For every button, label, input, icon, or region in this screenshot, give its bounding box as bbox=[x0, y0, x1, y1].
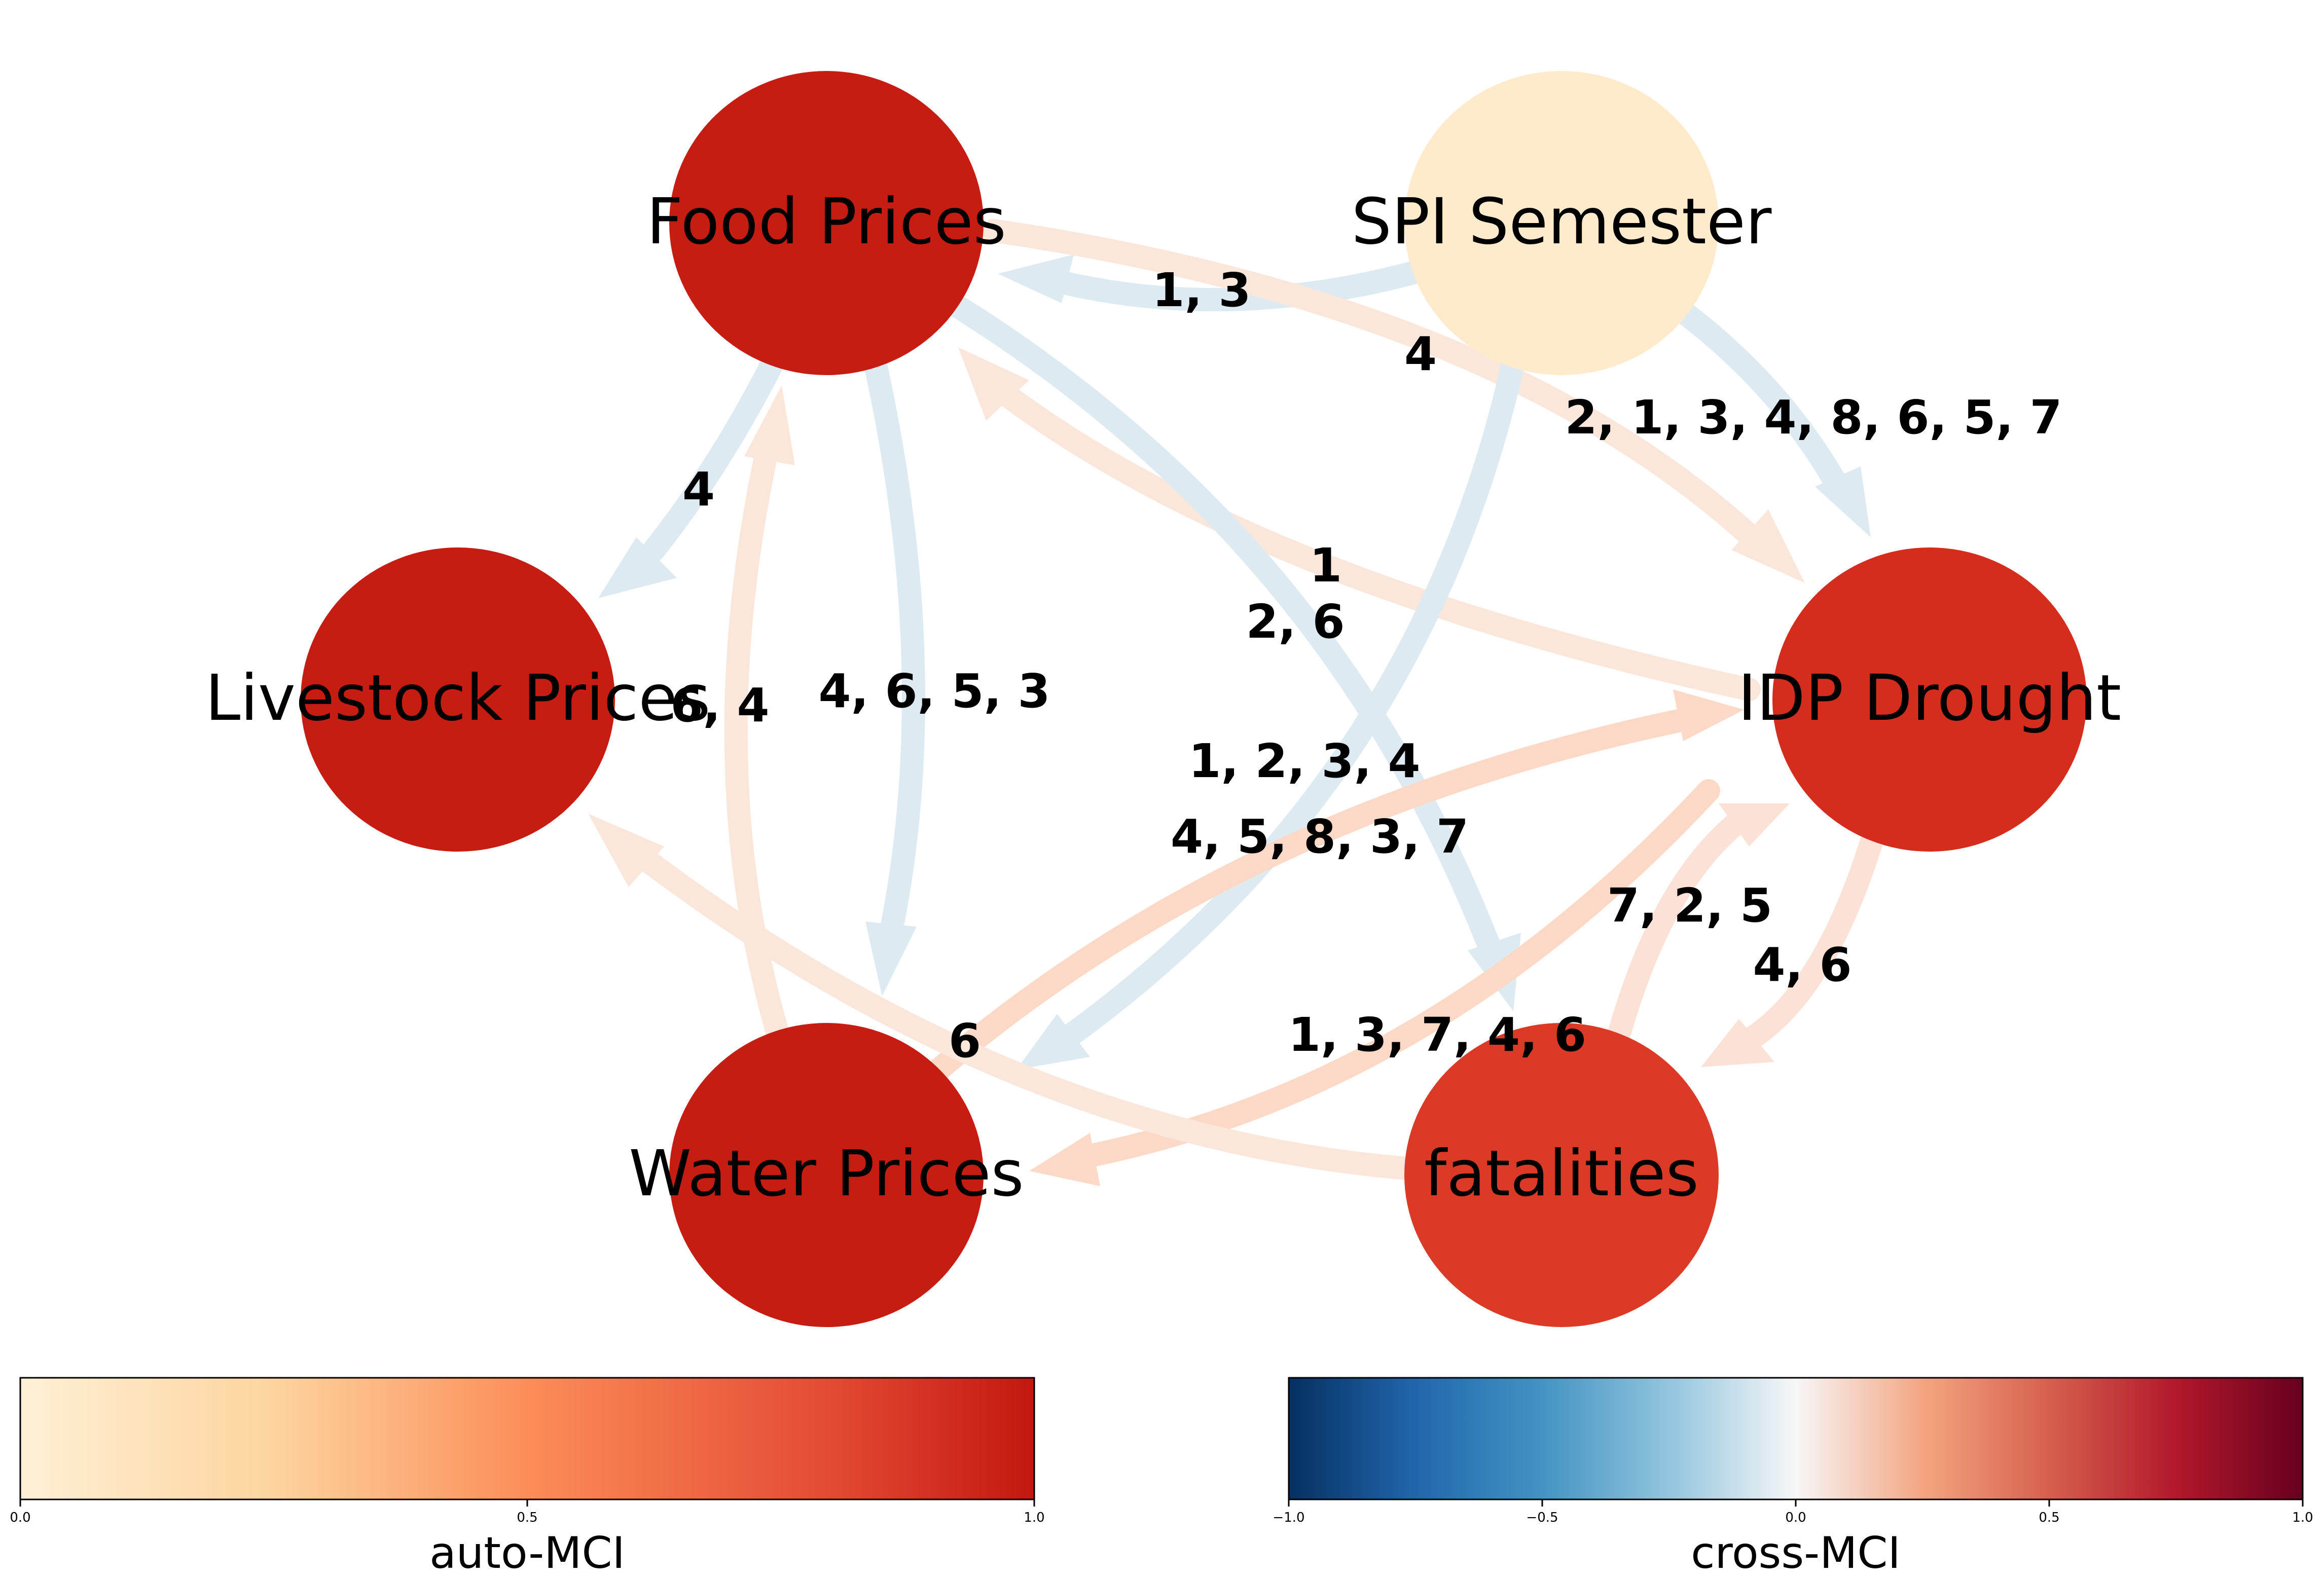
node-label: fatalities bbox=[1424, 1137, 1698, 1211]
edge-line bbox=[1061, 351, 1525, 1046]
edge-label-spi-water: 1, 2, 3, 4 bbox=[1189, 734, 1421, 788]
edge-label-spi-food: 1, 3 bbox=[1152, 263, 1251, 317]
edge-line bbox=[1742, 832, 1882, 1048]
node-idp-drought: IDP Drought bbox=[1738, 547, 2121, 852]
edge-label-spi-idp: 2, 1, 3, 4, 8, 6, 5, 7 bbox=[1565, 390, 2062, 445]
edge-water-to-idp bbox=[927, 689, 1744, 1081]
colorbar-cross-tick-label: 0.5 bbox=[2039, 1510, 2059, 1525]
node-label: Water Prices bbox=[629, 1137, 1024, 1211]
edge-food-to-idp bbox=[982, 219, 1805, 583]
edge-arrowhead bbox=[1719, 803, 1790, 847]
node-circle bbox=[301, 547, 615, 852]
node-circle bbox=[669, 1023, 984, 1327]
edge-fatalities-to-livestock bbox=[588, 814, 1419, 1180]
edge-label-fatalities-idp: 7, 2, 5 bbox=[1607, 878, 1772, 933]
edges bbox=[588, 219, 1882, 1186]
edge-arrowhead bbox=[744, 385, 795, 465]
edge-arrowhead bbox=[1815, 466, 1871, 537]
edge-label-water-food: 6, 4 bbox=[670, 678, 769, 732]
edge-label-idp-food: 1 bbox=[1310, 538, 1342, 593]
node-circle bbox=[1404, 71, 1719, 375]
node-label: IDP Drought bbox=[1738, 662, 2121, 735]
nodes: Food Prices SPI Semester Livestock Price… bbox=[205, 71, 2121, 1327]
edge-arrowhead bbox=[1731, 509, 1805, 583]
edge-line bbox=[637, 850, 1419, 1180]
edge-food-to-livestock bbox=[598, 353, 783, 598]
edge-labels: 1, 3 4 2, 1, 3, 4, 8, 6, 5, 7 4 1 2, 6 6… bbox=[670, 263, 2062, 1068]
colorbar-cross-tick-label: 1.0 bbox=[2292, 1510, 2313, 1525]
node-spi-semester: SPI Semester bbox=[1352, 71, 1772, 375]
edge-line bbox=[1608, 810, 1751, 1043]
edge-arrowhead bbox=[598, 537, 677, 598]
node-circle bbox=[669, 71, 984, 375]
edge-label-food-fatalities: 2, 6 bbox=[1246, 595, 1345, 649]
edge-line bbox=[944, 294, 1500, 955]
node-label: Livestock Prices bbox=[205, 662, 711, 735]
node-fatalities: fatalities bbox=[1404, 1023, 1719, 1327]
edge-line bbox=[982, 219, 1763, 549]
node-circle bbox=[1772, 547, 2087, 852]
edge-arrowhead bbox=[1673, 689, 1744, 741]
node-livestock-prices: Livestock Prices bbox=[205, 547, 711, 852]
edge-arrowhead bbox=[1016, 1014, 1090, 1070]
edge-label-food-water: 4, 6, 5, 3 bbox=[819, 664, 1050, 718]
colorbar-auto-bar bbox=[19, 1377, 1035, 1500]
node-label: Food Prices bbox=[646, 185, 1006, 259]
node-food-prices: Food Prices bbox=[646, 71, 1006, 375]
edge-arrowhead bbox=[1701, 1019, 1774, 1067]
edge-line bbox=[992, 381, 1761, 701]
edge-food-to-water bbox=[864, 353, 925, 996]
colorbar-cross-bar bbox=[1288, 1377, 2304, 1500]
colorbar-auto-mci: 0.0 0.5 1.0 auto-MCI bbox=[10, 1377, 1045, 1577]
edge-line bbox=[1032, 260, 1429, 312]
edge-arrowhead bbox=[998, 254, 1074, 303]
node-label: SPI Semester bbox=[1352, 185, 1772, 259]
edge-arrowhead bbox=[1029, 1133, 1100, 1186]
edge-spi-to-idp bbox=[1672, 300, 1871, 537]
edge-line bbox=[642, 353, 783, 562]
edge-idp-to-fatalities bbox=[1701, 832, 1882, 1067]
edge-arrowhead bbox=[588, 814, 664, 887]
colorbar-cross-tick-label: −0.5 bbox=[1526, 1510, 1558, 1525]
node-circle bbox=[1404, 1023, 1719, 1327]
colorbar-cross-tick-label: −1.0 bbox=[1273, 1510, 1304, 1525]
node-water-prices: Water Prices bbox=[629, 1023, 1024, 1327]
colorbar-auto-tick-label: 0.0 bbox=[10, 1510, 30, 1525]
colorbar-cross-title: cross-MCI bbox=[1691, 1528, 1901, 1577]
colorbar-cross-tick-label: 0.0 bbox=[1785, 1510, 1806, 1525]
colorbar-auto-title: auto-MCI bbox=[429, 1528, 625, 1577]
edge-label-fatalities-water: 1, 3, 7, 4, 6 bbox=[1288, 1008, 1586, 1062]
edge-arrowhead bbox=[958, 347, 1029, 421]
edge-line bbox=[1672, 300, 1847, 493]
edge-line bbox=[864, 353, 925, 944]
edge-spi-to-water bbox=[1016, 351, 1525, 1070]
edge-idp-to-food bbox=[958, 347, 1761, 701]
colorbar-auto-tick-label: 0.5 bbox=[517, 1510, 537, 1525]
colorbar-cross-mci: −1.0 −0.5 0.0 0.5 1.0 cross-MCI bbox=[1273, 1377, 2313, 1577]
edge-label-food-idp: 4 bbox=[1404, 327, 1437, 381]
edge-label-water-idp: 4, 5, 8, 3, 7 bbox=[1171, 810, 1469, 864]
edge-label-fatalities-livestock: 6 bbox=[949, 1014, 981, 1068]
edge-fatalities-to-idp bbox=[1608, 803, 1790, 1043]
edge-label-food-livestock: 4 bbox=[682, 462, 715, 517]
edge-label-idp-fatalities: 4, 6 bbox=[1753, 938, 1851, 992]
edge-arrowhead bbox=[865, 922, 917, 996]
colorbar-auto-tick-label: 1.0 bbox=[1024, 1510, 1044, 1525]
edge-spi-to-food bbox=[998, 254, 1429, 312]
edge-line bbox=[927, 708, 1695, 1081]
